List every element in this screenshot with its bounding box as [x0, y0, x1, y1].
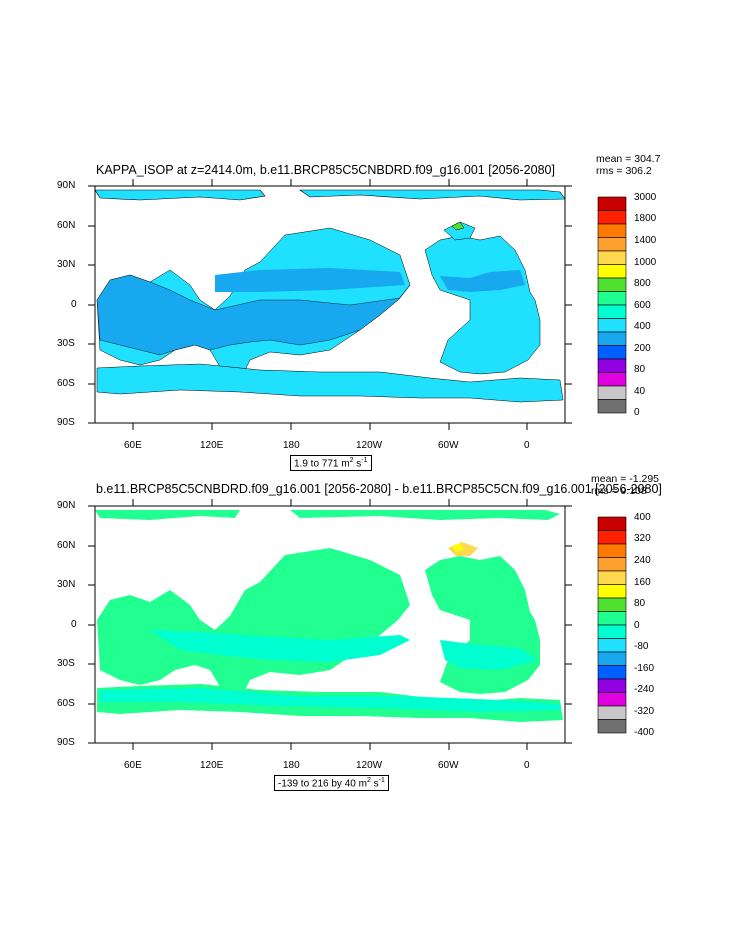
panel2-range-box: -139 to 216 by 40 m2 s-1: [274, 775, 389, 792]
panel1-lat-label: 90N: [57, 180, 76, 191]
panel1-cbar-label: 80: [634, 364, 646, 375]
panel2-cbar-label: 400: [634, 512, 651, 523]
panel2-mean: mean = -1.295: [591, 473, 660, 485]
panel1-cbar-label: 1400: [634, 235, 657, 246]
panel2-range-text: -139 to 216 by 40 m: [278, 778, 367, 790]
panel2-lon-label: 120E: [200, 760, 224, 771]
panel1-mean: mean = 304.7: [596, 153, 661, 165]
panel1-lon-label: 60W: [438, 440, 459, 451]
panel1-cbar-label: 40: [634, 386, 646, 397]
panel1-lat-ticks: [88, 185, 572, 424]
panel2-cbar-label: 80: [634, 598, 646, 609]
panel2-colorbar: [597, 516, 627, 734]
panel2-lat-label: 0: [71, 619, 77, 630]
panel1-range-exp: 2: [349, 457, 354, 464]
panel1-range-mid: s: [353, 458, 362, 470]
panel2-cbar-label: 240: [634, 555, 651, 566]
panel1-range-exp2: -1: [361, 457, 368, 464]
panel1-lon-label: 60E: [124, 440, 142, 451]
panel2-lon-label: 60E: [124, 760, 142, 771]
panel1-map: [94, 185, 566, 424]
panel2-cbar-label: -80: [634, 641, 649, 652]
panel1-lat-label: 0: [71, 299, 77, 310]
panel2-lat-label: 90N: [57, 500, 76, 511]
panel2-cbar-label: 0: [634, 620, 640, 631]
panel2-rms: rms = 9.108: [591, 485, 647, 497]
panel2-range-exp2: -1: [378, 777, 385, 784]
panel1-cbar-label: 200: [634, 343, 651, 354]
panel1-cbar-label: 3000: [634, 192, 657, 203]
panel1-lon-label: 180: [283, 440, 300, 451]
panel2-lat-label: 30S: [57, 658, 75, 669]
panel1-colorbar: [597, 196, 627, 414]
panel2-lat-label: 30N: [57, 579, 76, 590]
panel2-cbar-label: -320: [634, 706, 655, 717]
panel1-lat-label: 60N: [57, 220, 76, 231]
panel2-lat-label: 90S: [57, 737, 75, 748]
panel1-lon-label: 120W: [356, 440, 383, 451]
panel1-range-text: 1.9 to 771 m: [294, 458, 350, 470]
panel1-lat-label: 30S: [57, 338, 75, 349]
panel1-lat-label: 60S: [57, 378, 75, 389]
panel2-cbar-label: -240: [634, 684, 655, 695]
panel2-range-mid: s: [370, 778, 379, 790]
panel2-lon-label: 120W: [356, 760, 383, 771]
panel1-cbar-label: 800: [634, 278, 651, 289]
panel1-cbar-label: 1000: [634, 257, 657, 268]
panel2-lon-ticks: [132, 499, 528, 750]
panel2-lon-label: 0: [524, 760, 530, 771]
panel1-lat-label: 30N: [57, 259, 76, 270]
panel1-lon-ticks: [132, 179, 528, 430]
panel2-title: b.e11.BRCP85C5CNBDRD.f09_g16.001 [2056-2…: [96, 482, 662, 496]
panel1-cbar-label: 400: [634, 321, 651, 332]
panel2-lon-label: 60W: [438, 760, 459, 771]
panel1-rms: rms = 306.2: [596, 165, 652, 177]
panel2-lat-label: 60S: [57, 698, 75, 709]
panel1-cbar-label: 1800: [634, 213, 657, 224]
panel1-title: KAPPA_ISOP at z=2414.0m, b.e11.BRCP85C5C…: [96, 163, 555, 177]
panel2-map: [94, 505, 566, 744]
panel2-lat-ticks: [88, 505, 572, 744]
panel1-lon-label: 0: [524, 440, 530, 451]
panel2-cbar-label: 160: [634, 577, 651, 588]
panel2-cbar-label: -160: [634, 663, 655, 674]
panel1-range-box: 1.9 to 771 m2 s-1: [290, 455, 372, 472]
panel1-cbar-label: 600: [634, 300, 651, 311]
panel1-cbar-label: 0: [634, 407, 640, 418]
panel2-cbar-label: 320: [634, 533, 651, 544]
panel2-range-exp: 2: [366, 777, 371, 784]
panel1-lat-label: 90S: [57, 417, 75, 428]
panel1-lon-label: 120E: [200, 440, 224, 451]
panel2-cbar-label: -400: [634, 727, 655, 738]
panel2-lon-label: 180: [283, 760, 300, 771]
panel2-lat-label: 60N: [57, 540, 76, 551]
